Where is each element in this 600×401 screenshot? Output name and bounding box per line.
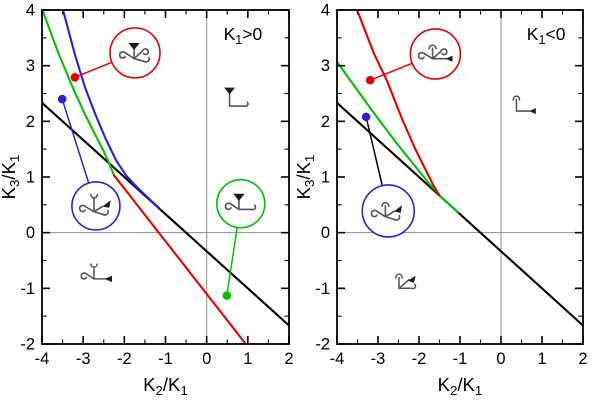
black-boundary-line	[337, 101, 583, 327]
y-tick-label: 3	[26, 57, 35, 75]
annotation-circle-red	[109, 27, 161, 79]
annotation-connector	[74, 61, 113, 79]
x-tick-label: 0	[496, 350, 505, 368]
annotation-circle-green	[216, 178, 266, 229]
x-tick-label: -1	[158, 350, 173, 368]
y-axis-label: K3/K1	[0, 155, 22, 200]
annotation-dot	[365, 75, 375, 85]
x-tick-label: 2	[284, 350, 293, 368]
y-tick-label: 4	[321, 2, 330, 20]
annotation-connector	[369, 62, 413, 81]
annotation-dot	[222, 291, 232, 300]
y-tick-label: 3	[321, 57, 330, 75]
x-axis-label: K2/K1	[143, 374, 188, 398]
green-boundary-line	[42, 10, 116, 177]
x-tick-label: -3	[76, 350, 91, 368]
x-tick-label: -4	[330, 350, 345, 368]
condition-label: K1<0	[527, 24, 566, 47]
x-tick-label: -2	[117, 350, 132, 368]
x-tick-label: 2	[578, 350, 587, 368]
y-tick-label: 0	[321, 224, 330, 242]
y-tick-label: 2	[26, 113, 35, 131]
x-axis-label: K2/K1	[438, 374, 483, 398]
y-tick-label: -2	[315, 336, 330, 354]
red-boundary-line	[356, 10, 441, 197]
annotation-circle-blue	[361, 184, 416, 238]
y-tick-label: 4	[26, 2, 35, 20]
y-tick-label: -1	[20, 280, 35, 298]
annotation-dot	[57, 94, 67, 104]
x-tick-label: 0	[202, 350, 211, 368]
annotation-dot	[70, 73, 80, 82]
red-boundary-line	[112, 174, 247, 344]
x-tick-label: -1	[453, 350, 468, 368]
y-axis-label: K3/K1	[293, 155, 317, 200]
condition-label: K1>0	[224, 24, 263, 47]
x-tick-label: -4	[35, 350, 50, 368]
panel-k1-negative: -4 -3 -2 -1 0 1 2 -2 -1 0 1 2 3 4 K2/K1 K3/K1 K1<0	[293, 2, 588, 399]
annotation-circle-red	[409, 28, 462, 80]
y-tick-label: 0	[26, 224, 35, 242]
x-tick-label: 1	[243, 350, 252, 368]
annotation-circle-blue	[71, 181, 121, 231]
nail-l-hook-icon	[223, 86, 249, 108]
x-tick-label: 1	[537, 350, 546, 368]
three-arm-cup-top-triangle-right-icon	[80, 263, 113, 283]
green-boundary-line	[337, 60, 459, 214]
blue-boundary-line	[61, 10, 160, 209]
annotation-connector	[226, 227, 238, 296]
y-tick-label: 2	[321, 113, 330, 131]
y-tick-label: -1	[315, 280, 330, 298]
y-tick-label: 1	[321, 169, 330, 187]
plot-frame	[41, 9, 290, 345]
black-boundary-line	[42, 101, 289, 327]
x-tick-label: -2	[412, 350, 427, 368]
loop-l-wedge-icon	[512, 95, 537, 115]
three-arm-loop-top-triangle-diagonal-icon	[395, 273, 417, 290]
annotation-connector	[61, 98, 90, 184]
panel-k1-positive: -4 -3 -2 -1 0 1 2 -2 -1 0 1 2 3 4 K2/K1 K3/K1 K1>0	[0, 2, 294, 399]
x-tick-label: -3	[371, 350, 386, 368]
annotation-connector	[365, 116, 384, 186]
y-tick-label: -2	[20, 336, 35, 354]
y-tick-label: 1	[26, 169, 35, 187]
annotation-dot	[361, 112, 371, 122]
